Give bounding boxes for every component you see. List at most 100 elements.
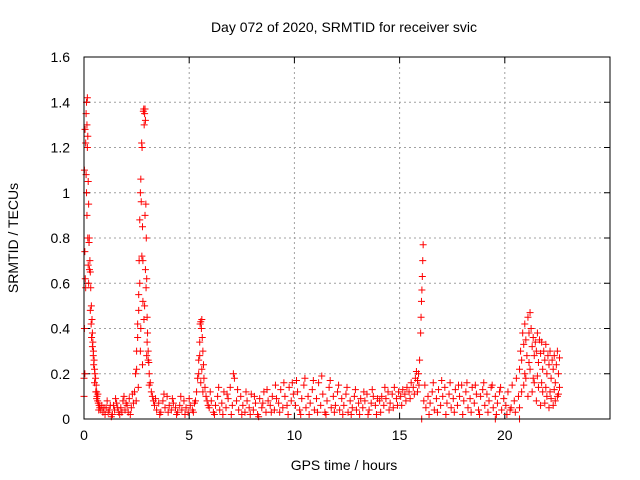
data-point [409,383,417,391]
grid-lines [84,57,610,419]
data-point [136,189,144,197]
data-point [196,352,204,360]
data-point [372,410,380,418]
data-point [340,401,348,409]
data-point [403,383,411,391]
data-point [135,306,143,314]
data-point [415,381,423,389]
data-point [297,410,305,418]
data-point [230,374,238,382]
data-point [173,410,181,418]
data-point [338,395,346,403]
data-point [92,374,100,382]
data-point [85,239,93,247]
data-point [530,379,538,387]
data-point [152,395,160,403]
data-point [127,404,135,412]
data-point [144,356,152,364]
data-point [492,410,500,418]
data-point [464,404,472,412]
data-point [95,406,103,414]
data-point [155,399,163,407]
data-point [503,410,511,418]
data-point [334,388,342,396]
data-point [471,381,479,389]
data-point [308,386,316,394]
data-point [205,404,213,412]
data-point [84,132,92,140]
data-point [82,139,90,147]
data-point [531,338,539,346]
data-point [81,248,89,256]
data-point [134,334,142,342]
data-point [546,347,554,355]
data-point [145,381,153,389]
data-point [296,406,304,414]
data-point [141,211,149,219]
data-point [491,392,499,400]
data-point [351,386,359,394]
data-point [193,388,201,396]
data-point [426,399,434,407]
y-tick-label: 0 [62,411,70,427]
data-point [201,383,209,391]
data-point [309,377,317,385]
data-point [532,347,540,355]
data-point [91,379,99,387]
data-point [85,200,93,208]
data-point [300,381,308,389]
data-point [441,383,449,391]
data-point [224,395,232,403]
data-point [238,410,246,418]
data-point [442,410,450,418]
data-point [518,356,526,364]
data-point [139,257,147,265]
data-point [153,406,161,414]
data-point [133,365,141,373]
data-point [136,279,144,287]
data-point [143,275,151,283]
data-point [273,395,281,403]
data-point [551,379,559,387]
data-point [199,347,207,355]
data-point [541,399,549,407]
data-point [462,388,470,396]
data-point [284,410,292,418]
data-point [85,266,93,274]
data-point [256,395,264,403]
data-point [389,404,397,412]
data-point [479,386,487,394]
data-point [451,386,459,394]
data-point [88,329,96,337]
data-point [214,392,222,400]
data-point [534,383,542,391]
data-point [94,390,102,398]
data-point [378,392,386,400]
data-point [88,334,96,342]
data-point [233,397,241,405]
data-point [450,408,458,416]
x-tick-label: 0 [80,427,88,443]
data-point [268,392,276,400]
data-point [294,388,302,396]
data-point [424,392,432,400]
data-point [493,399,501,407]
data-points [80,94,564,423]
data-point [198,315,206,323]
data-point [459,410,467,418]
data-point [81,125,89,133]
data-point [475,406,482,414]
data-point [420,397,428,405]
data-point [510,397,518,405]
data-point [497,383,505,391]
data-point [398,401,406,409]
data-point [419,257,427,265]
data-point [500,395,508,403]
data-point [435,386,443,394]
data-point [520,340,528,348]
data-point [455,381,463,389]
data-point [346,397,354,405]
data-point [249,406,257,414]
data-point [139,297,147,305]
data-point [525,358,533,366]
